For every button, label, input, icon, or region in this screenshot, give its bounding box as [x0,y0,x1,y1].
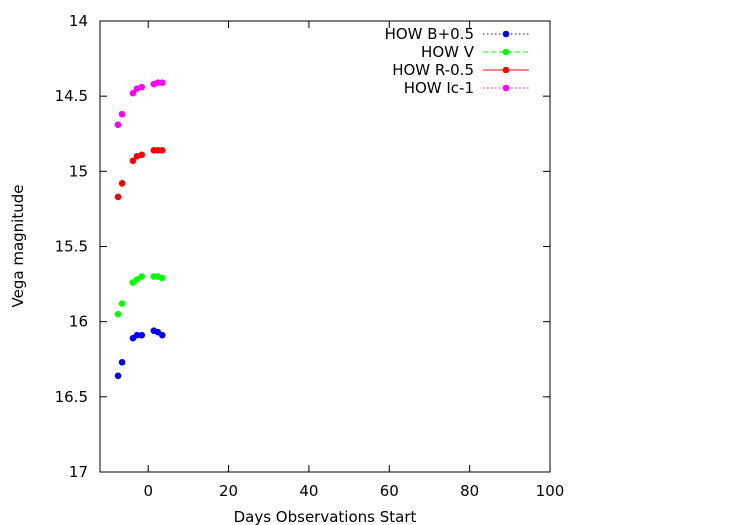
legend-label-1: HOW V [421,43,475,61]
plot-frame [99,20,551,473]
y-axis-label: Vega magnitude [9,185,27,308]
x-tick-label-4: 80 [460,482,479,500]
data-point-0-1 [118,358,126,366]
data-point-2-4 [138,151,146,159]
series-0 [114,327,166,380]
data-point-3-2 [129,89,137,97]
data-point-1-3 [133,276,141,283]
y-tick-label-2: 15 [69,162,88,180]
data-points [114,79,166,380]
y-tick-label-0: 14 [69,12,88,30]
legend-marker-2 [502,66,510,74]
legend-label-0: HOW B+0.5 [385,25,474,43]
legend-label-2: HOW R-0.5 [392,61,474,79]
y-tick-label-1: 14.5 [55,87,88,105]
x-tick-label-3: 60 [380,482,399,500]
data-point-3-7 [158,79,166,86]
data-point-0-0 [114,372,122,380]
y-tick-label-5: 16.5 [55,388,88,406]
series-1 [114,273,166,318]
data-point-2-0 [114,193,122,201]
data-point-1-7 [158,274,166,282]
data-point-0-4 [138,331,146,339]
series-3 [114,79,166,129]
data-point-0-3 [133,331,141,339]
x-axis-label: Days Observations Start [234,508,417,525]
data-point-3-0 [114,121,122,129]
axis-ticks [100,20,551,473]
x-tick-label-1: 20 [219,482,238,500]
data-point-1-4 [138,273,146,280]
data-point-1-1 [118,300,126,307]
tick-labels: 0 20 40 60 80 100 14 14.5 15 15.5 16 16.5 17 [55,12,565,500]
x-tick-label-2: 40 [299,482,318,500]
x-tick-label-5: 100 [536,482,565,500]
legend-marker-3 [502,84,510,92]
y-tick-label-3: 15.5 [55,238,88,256]
data-point-0-7 [158,331,166,339]
x-tick-label-0: 0 [143,482,153,500]
legend-marker-1 [502,48,510,56]
legend-label-3: HOW Ic-1 [404,79,474,97]
y-tick-label-4: 16 [69,313,88,331]
data-point-1-0 [114,310,122,318]
data-point-2-2 [129,157,137,165]
series-2 [114,146,166,201]
data-point-3-1 [118,110,126,118]
y-tick-label-6: 17 [69,463,88,481]
data-point-2-1 [118,180,126,187]
data-point-2-7 [158,146,166,154]
data-point-3-4 [138,83,146,91]
legend-marker-0 [502,30,510,38]
